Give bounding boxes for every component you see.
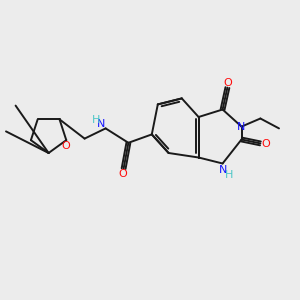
Text: H: H bbox=[224, 170, 233, 180]
Text: H: H bbox=[92, 115, 100, 125]
Text: O: O bbox=[61, 141, 70, 151]
Text: O: O bbox=[261, 139, 270, 149]
Text: N: N bbox=[237, 122, 246, 132]
Text: O: O bbox=[224, 77, 232, 88]
Text: O: O bbox=[118, 169, 127, 179]
Text: N: N bbox=[219, 165, 227, 175]
Text: N: N bbox=[97, 119, 106, 129]
